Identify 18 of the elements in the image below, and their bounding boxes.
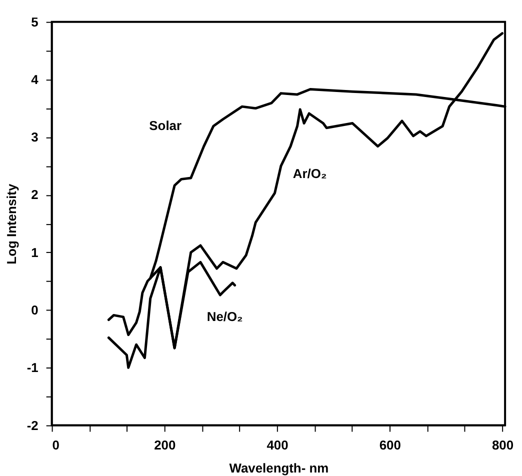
y-axis-title: Log Intensity	[4, 183, 19, 264]
y-tick-label: 3	[31, 130, 38, 145]
x-tick-label: 200	[154, 438, 176, 453]
series-label: Solar	[149, 118, 182, 134]
y-tick-label: 2	[31, 187, 38, 202]
y-tick-label: 0	[31, 302, 38, 318]
y-tick-label: -2	[26, 418, 38, 433]
y-tick-label: 5	[31, 14, 38, 30]
y-tick-label: 1	[31, 244, 38, 260]
series-label: Ar/O₂	[292, 166, 327, 181]
x-axis-title: Wavelength- nm	[229, 460, 329, 476]
series-label: Ne/O₂	[206, 309, 244, 324]
y-tick-label: 4	[31, 72, 40, 87]
x-tick-label: 600	[379, 438, 401, 453]
x-tick-label: 0	[52, 438, 60, 453]
y-tick-label: -1	[26, 360, 38, 376]
x-tick-label: 400	[266, 438, 288, 453]
x-tick-label: 800	[492, 438, 514, 453]
